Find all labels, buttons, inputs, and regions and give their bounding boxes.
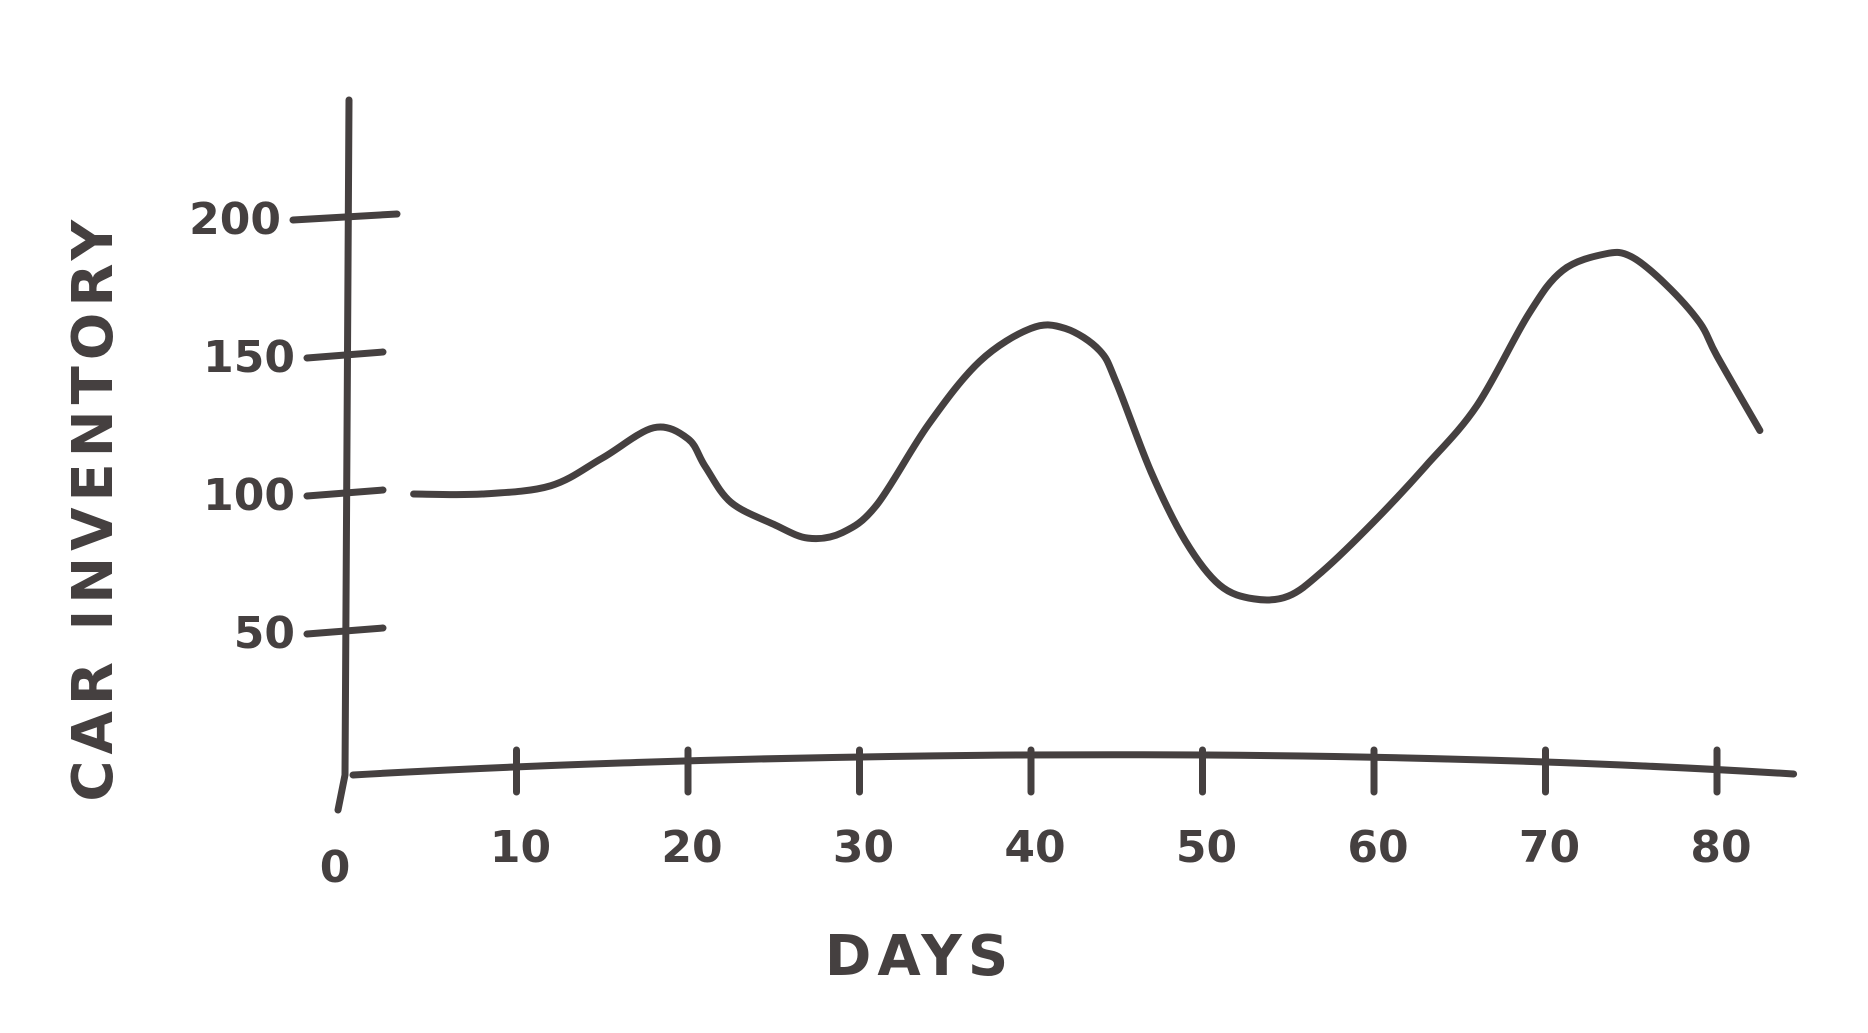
x-tick-label: 60: [1347, 822, 1408, 873]
x-tick-label: 10: [490, 822, 551, 873]
x-tick-label: 0: [320, 842, 351, 893]
y-tick-label: 100: [203, 470, 295, 521]
x-tick-label: 70: [1519, 822, 1580, 873]
y-axis-title: CAR INVENTORY: [61, 214, 126, 802]
x-tick-label: 30: [833, 822, 894, 873]
axes: [334, 96, 1798, 814]
x-tick-label: 80: [1690, 822, 1751, 873]
y-tick-label: 150: [203, 332, 295, 383]
axis-ticks: 0 10 20 30 40 50 60 70 80 50 100 150 200: [189, 194, 1751, 893]
y-tick-mark: [303, 624, 387, 638]
x-axis-line: [349, 751, 1798, 779]
x-tick-label: 20: [661, 822, 722, 873]
series-line: [410, 248, 1764, 604]
x-tick-label: 40: [1004, 822, 1065, 873]
series-lines: [410, 248, 1764, 604]
y-tick-mark: [289, 210, 401, 224]
y-axis-line: [334, 96, 353, 814]
x-tick-label: 50: [1176, 822, 1237, 873]
y-tick-mark: [303, 486, 387, 500]
y-tick-label: 50: [234, 608, 295, 659]
y-tick-label: 200: [189, 194, 281, 245]
x-axis-title: DAYS: [825, 924, 1014, 989]
y-tick-mark: [303, 348, 387, 362]
